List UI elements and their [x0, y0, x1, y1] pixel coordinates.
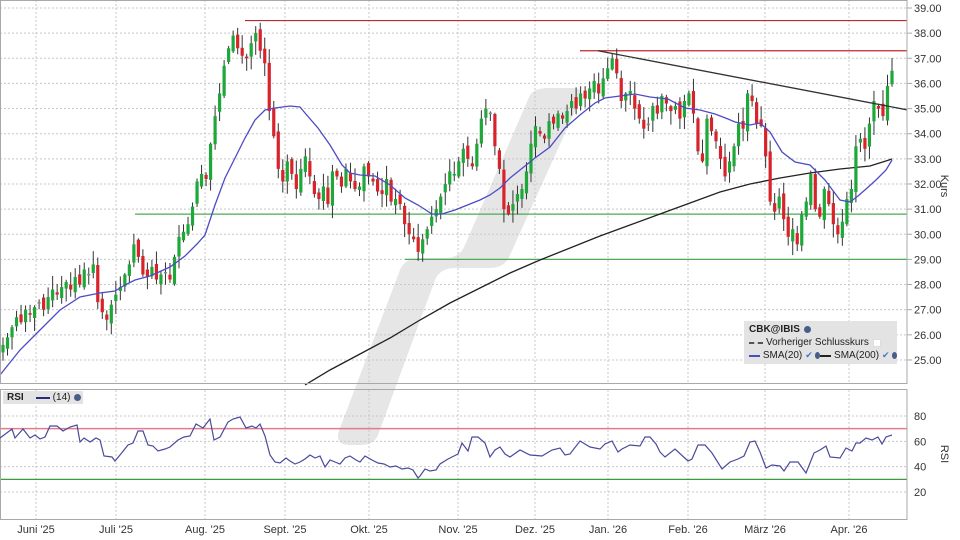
legend-title: CBK@IBIS	[749, 324, 800, 335]
svg-text:Juli '25: Juli '25	[99, 524, 133, 536]
svg-text:30.00: 30.00	[914, 229, 942, 241]
rsi-axis-title: RSI	[938, 445, 950, 463]
globe-icon[interactable]	[891, 352, 897, 359]
legend-item-prev-close: Vorheriger Schlusskurs	[744, 336, 897, 349]
legend-label-sma20: SMA(20)	[762, 350, 803, 361]
svg-text:29.00: 29.00	[914, 254, 942, 266]
svg-text:37.00: 37.00	[914, 53, 942, 65]
check-icon[interactable]: ✔	[882, 350, 890, 360]
svg-text:80: 80	[914, 411, 926, 423]
rsi-swatch-icon	[35, 396, 50, 399]
globe-icon[interactable]	[74, 394, 82, 401]
sma200-swatch-icon	[820, 354, 832, 357]
legend-title-row: CBK@IBIS	[744, 321, 897, 336]
svg-text:40: 40	[914, 462, 926, 474]
svg-text:20: 20	[914, 487, 926, 499]
svg-text:28.00: 28.00	[914, 280, 942, 292]
legend-label-sma200: SMA(200)	[834, 350, 880, 361]
svg-text:26.00: 26.00	[914, 330, 942, 342]
svg-text:33.00: 33.00	[914, 154, 942, 166]
rsi-legend-title: RSI	[7, 392, 24, 403]
watermark-logo	[337, 88, 582, 445]
svg-text:36.00: 36.00	[914, 78, 942, 90]
svg-text:39.00: 39.00	[914, 3, 942, 15]
svg-text:38.00: 38.00	[914, 28, 942, 40]
horizontal-levels	[0, 19, 907, 480]
rsi-line	[0, 416, 893, 479]
rsi-legend: RSI (14)	[3, 391, 83, 404]
checkbox-icon[interactable]	[872, 338, 881, 347]
svg-text:60: 60	[914, 436, 926, 448]
svg-text:31.00: 31.00	[914, 204, 942, 216]
dashed-line-swatch-icon	[749, 341, 763, 344]
rsi-legend-period: (14)	[52, 392, 71, 403]
candlesticks	[1, 22, 894, 361]
svg-text:32.00: 32.00	[914, 179, 942, 191]
svg-text:Dez. '25: Dez. '25	[515, 524, 555, 536]
svg-text:Apr. '26: Apr. '26	[831, 524, 868, 536]
globe-icon[interactable]	[803, 326, 811, 333]
svg-text:Jan. '26: Jan. '26	[589, 524, 627, 536]
svg-text:Juni '25: Juni '25	[17, 524, 55, 536]
rsi-axis: 80 60 40 20	[914, 411, 926, 499]
svg-text:27.00: 27.00	[914, 305, 942, 317]
svg-text:Aug. '25: Aug. '25	[185, 524, 225, 536]
price-axis-title: Kurs	[938, 175, 950, 198]
legend-item-sma: SMA(20) ✔ SMA(200) ✔	[744, 349, 897, 362]
sma200-line	[304, 158, 893, 386]
svg-text:März '26: März '26	[744, 524, 786, 536]
sma20-swatch-icon	[749, 354, 760, 357]
svg-text:Nov. '25: Nov. '25	[438, 524, 477, 536]
trendline	[597, 50, 908, 111]
svg-text:Sept. '25: Sept. '25	[263, 524, 306, 536]
svg-text:Feb. '26: Feb. '26	[668, 524, 707, 536]
rsi-panel-frame	[0, 389, 908, 520]
legend-label-prev-close: Vorheriger Schlusskurs	[766, 337, 869, 348]
svg-text:25.00: 25.00	[914, 355, 942, 367]
svg-text:Okt. '25: Okt. '25	[350, 524, 388, 536]
chart-legend: CBK@IBIS Vorheriger Schlusskurs SMA(20) …	[744, 321, 897, 364]
globe-icon[interactable]	[814, 352, 821, 359]
svg-text:34.00: 34.00	[914, 129, 942, 141]
svg-text:35.00: 35.00	[914, 104, 942, 116]
price-axis: 39.00 38.00 37.00 36.00 35.00 34.00 33.00 32.00…	[907, 3, 942, 367]
main-panel-frame	[0, 0, 908, 384]
sma20-line	[0, 93, 893, 376]
check-icon[interactable]: ✔	[805, 350, 813, 360]
time-axis: Juni '25 Juli '25 Aug. '25 Sept. '25 Okt. '2…	[17, 524, 867, 536]
